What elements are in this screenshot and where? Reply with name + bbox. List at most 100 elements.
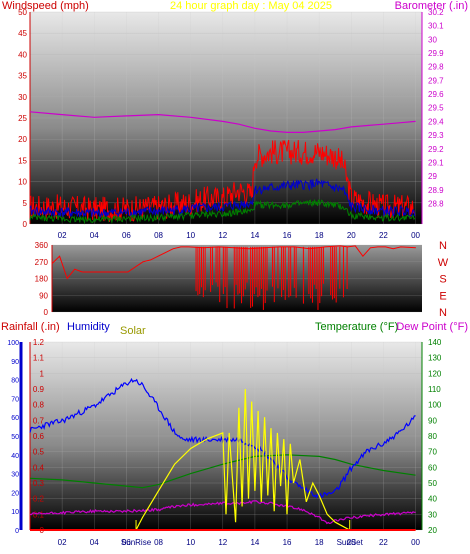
- wind-axis-title: Windspeed (mph): [2, 0, 89, 12]
- dewpoint-legend: Dew Point (°F): [396, 321, 468, 333]
- barometer-tick-label: 29.6: [428, 90, 444, 99]
- sunrise-label: SunRise: [121, 538, 152, 547]
- rain-axis-title: Rainfall (.in): [1, 321, 60, 333]
- wind-tick-label: 40: [18, 50, 27, 59]
- barometer-tick-label: 30.2: [428, 8, 444, 17]
- rain-tick-label: 0.8: [33, 401, 45, 410]
- temperature-series: [29, 454, 416, 489]
- barometer-tick-label: 29.9: [428, 49, 444, 58]
- wind-tick-label: 25: [18, 114, 27, 123]
- direction-tick-label: 0: [44, 308, 49, 317]
- temp-x-tick-label: 04: [90, 538, 99, 547]
- wind-x-tick-label: 18: [315, 231, 324, 240]
- barometer-tick-label: 29.7: [428, 76, 444, 85]
- temp-x-tick-label: 14: [250, 538, 259, 547]
- wind-minimum-series: [29, 198, 416, 225]
- barometer-tick-label: 28.8: [428, 199, 444, 208]
- barometer-tick-label: 29.8: [428, 63, 444, 72]
- wind-average-series: [29, 178, 416, 219]
- humidity-legend: Humidity: [67, 321, 110, 333]
- humidity-tick-label: 70: [11, 396, 19, 403]
- temp-x-tick-label: 22: [379, 538, 388, 547]
- wind-tick-label: 10: [18, 178, 27, 187]
- barometer-tick-label: 30.1: [428, 22, 444, 31]
- barometer-tick-label: 29.2: [428, 145, 444, 154]
- wind-x-tick-label: 20: [347, 231, 356, 240]
- solar-series: [30, 388, 416, 531]
- wind-x-tick-label: 02: [58, 231, 67, 240]
- wind-x-tick-label: 12: [218, 231, 227, 240]
- humidity-tick-label: 30: [11, 472, 19, 479]
- temp-x-tick-label: 16: [283, 538, 292, 547]
- wind-chart: 0 5 10 15 20 25 30 35 40 45 50 28.8 28.9 29 29.1 29.2 29…: [18, 8, 444, 240]
- temperature-tick-label: 70: [428, 448, 437, 457]
- rain-tick-label: 1.1: [33, 354, 45, 363]
- wind-x-tick-label: 16: [283, 231, 292, 240]
- temperature-tick-label: 100: [428, 401, 442, 410]
- compass-label: N: [439, 240, 447, 252]
- temperature-tick-label: 30: [428, 510, 437, 519]
- wind-tick-label: 50: [18, 8, 27, 17]
- chart-title: 24 hour graph day : May 04 2025: [170, 0, 332, 12]
- humidity-tick-label: 100: [7, 340, 19, 347]
- temp-x-tick-label: 08: [154, 538, 163, 547]
- temp-x-tick-label: 00: [411, 538, 420, 547]
- humidity-tick-label: 60: [11, 415, 19, 422]
- sunset-label: SunSet: [337, 538, 364, 547]
- humidity-tick-label: 50: [11, 434, 19, 441]
- direction-tick-label: 90: [39, 291, 48, 300]
- barometer-tick-label: 29.5: [428, 104, 444, 113]
- rain-tick-label: 0.2: [33, 495, 45, 504]
- humidity-tick-label: 40: [11, 453, 19, 460]
- humidity-tick-label: 0: [15, 528, 19, 535]
- temp-plot-area: [30, 342, 422, 530]
- wind-x-tick-label: 06: [122, 231, 131, 240]
- wind-x-tick-label: 14: [250, 231, 259, 240]
- rain-tick-label: 0.1: [33, 510, 45, 519]
- wind-plot-area: [30, 12, 422, 224]
- wind-tick-label: 0: [23, 220, 28, 229]
- temperature-tick-label: 90: [428, 416, 437, 425]
- temp-x-tick-label: 02: [58, 538, 67, 547]
- temperature-tick-label: 50: [428, 479, 437, 488]
- temperature-tick-label: 110: [428, 385, 441, 394]
- rain-tick-label: 0.6: [33, 432, 45, 441]
- humidity-tick-label: 20: [11, 490, 19, 497]
- wind-x-tick-label: 10: [186, 231, 195, 240]
- humidity-tick-label: 80: [11, 378, 19, 385]
- rain-tick-label: 0.5: [33, 448, 45, 457]
- rain-tick-label: 0.4: [33, 463, 45, 472]
- temperature-tick-label: 120: [428, 369, 442, 378]
- temp-x-tick-label: 18: [315, 538, 324, 547]
- temperature-chart: 00.10.20.30.40.50.60.70.80.911.11.201020…: [7, 338, 442, 547]
- wind-x-tick-label: 00: [411, 231, 420, 240]
- temperature-tick-label: 140: [428, 338, 442, 347]
- dew-point-series: [29, 500, 416, 525]
- temp-x-tick-label: 06: [122, 538, 131, 547]
- temp-x-tick-label: 10: [186, 538, 195, 547]
- rain-tick-label: 0.7: [33, 416, 45, 425]
- direction-chart: 0 N 90 E 180 S 270 W 360 N: [35, 240, 449, 319]
- rain-tick-label: 1: [40, 369, 45, 378]
- humidity-tick-label: 90: [11, 359, 19, 366]
- direction-plot-area: [52, 245, 422, 312]
- wind-x-tick-label: 04: [90, 231, 99, 240]
- barometer-axis-title: Barometer (.in): [395, 0, 468, 12]
- temp-x-tick-label: 20: [347, 538, 356, 547]
- temp-x-tick-label: 12: [218, 538, 227, 547]
- rain-tick-label: 1.2: [33, 338, 45, 347]
- barometer-tick-label: 29.4: [428, 117, 444, 126]
- direction-tick-label: 180: [35, 275, 49, 284]
- direction-tick-label: 360: [35, 241, 49, 250]
- barometer-tick-label: 30: [428, 35, 437, 44]
- wind-tick-label: 15: [18, 156, 27, 165]
- barometer-tick-label: 28.9: [428, 186, 444, 195]
- barometer-series: [29, 111, 416, 133]
- wind-tick-label: 45: [18, 29, 27, 38]
- temperature-tick-label: 80: [428, 432, 437, 441]
- temperature-tick-label: 40: [428, 495, 437, 504]
- wind-x-tick-label: 22: [379, 231, 388, 240]
- barometer-tick-label: 29: [428, 172, 437, 181]
